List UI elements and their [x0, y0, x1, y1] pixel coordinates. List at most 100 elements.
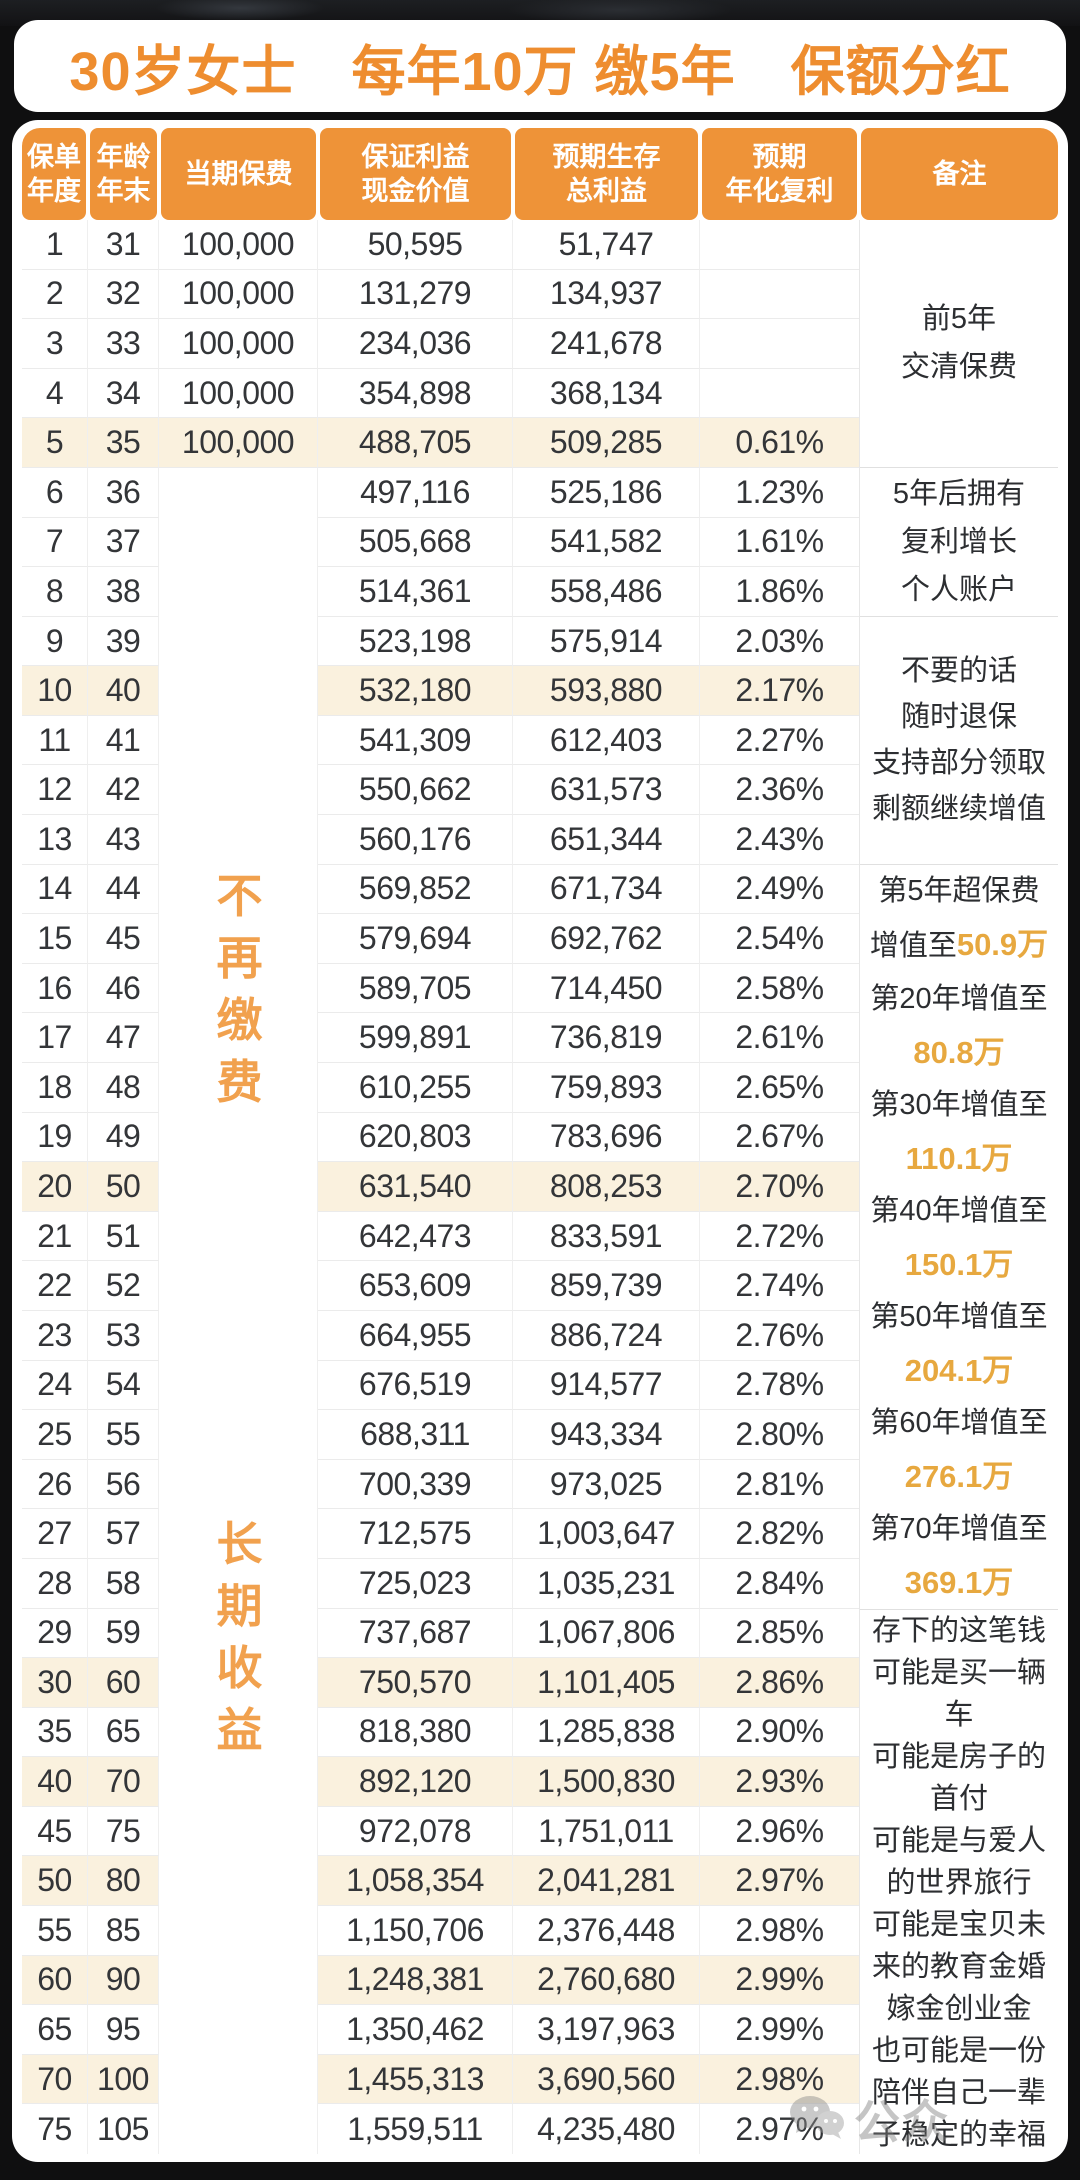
- cell-cash: 599,891: [318, 1013, 513, 1064]
- cell-cash: 1,150,706: [318, 1906, 513, 1956]
- cell-age: 59: [88, 1608, 159, 1659]
- cell-rate: 2.99%: [700, 2005, 859, 2055]
- cell-total: 1,751,011: [513, 1806, 700, 1857]
- cell-age: 37: [88, 517, 159, 568]
- cell-cash: 1,248,381: [318, 1955, 513, 2006]
- title-card: 30岁女士 每年10万 缴5年 保额分红: [14, 20, 1066, 112]
- cell-cash: 50,595: [318, 220, 513, 270]
- cell-cash: 620,803: [318, 1112, 513, 1163]
- cell-premium: [159, 467, 318, 518]
- header-cell-4-line-0: 预期生存: [552, 142, 661, 172]
- cell-year: 6: [22, 467, 88, 518]
- cell-premium: [159, 1360, 318, 1411]
- header-cell-5: 预期 年化复利: [702, 128, 857, 220]
- cell-total: 808,253: [513, 1162, 700, 1212]
- cell-rate: 0.61%: [700, 418, 859, 468]
- note-amount-highlight: 150.1万: [904, 1246, 1014, 1282]
- note-line: 存下的这笔钱: [872, 1610, 1046, 1652]
- note-line: 第60年增值至: [870, 1397, 1047, 1450]
- cell-age: 46: [88, 963, 159, 1014]
- cell-rate: 2.97%: [700, 1856, 859, 1907]
- cell-premium: [159, 1261, 318, 1311]
- cell-year: 45: [22, 1806, 88, 1857]
- cell-rate: 2.98%: [700, 2054, 859, 2105]
- note-text: 第50年增值至: [870, 1300, 1048, 1333]
- note-line: 可能是买一辆: [872, 1652, 1046, 1694]
- note-text: 也可能是一份: [871, 2034, 1046, 2067]
- cell-total: 833,591: [513, 1211, 700, 1262]
- cell-age: 100: [88, 2054, 159, 2105]
- header-cell-1: 年龄 年末: [90, 128, 157, 220]
- cell-total: 3,197,963: [513, 2005, 700, 2055]
- cell-year: 65: [22, 2005, 88, 2055]
- cell-premium: [159, 2005, 318, 2055]
- note-text: 支持部分领取: [871, 747, 1046, 780]
- cell-total: 241,678: [513, 319, 700, 369]
- cell-year: 17: [22, 1013, 88, 1064]
- cell-year: 60: [22, 1955, 88, 2006]
- header-cell-0-line-0: 保单: [27, 142, 81, 172]
- cell-year: 30: [22, 1658, 88, 1708]
- note-line: 剩额继续增值: [872, 786, 1046, 832]
- note-line: 随时退保: [901, 694, 1017, 740]
- cell-rate: 2.90%: [700, 1707, 859, 1758]
- cell-year: 11: [22, 715, 88, 766]
- cell-premium: [159, 1013, 318, 1064]
- cell-cash: 712,575: [318, 1509, 513, 1559]
- cell-cash: 354,898: [318, 368, 513, 419]
- cell-year: 19: [22, 1112, 88, 1163]
- cell-total: 692,762: [513, 914, 700, 964]
- cell-total: 525,186: [513, 467, 700, 518]
- cell-year: 29: [22, 1608, 88, 1659]
- table-grid: 1 31 100,000 50,595 51,747 2 32 100,000 131,279 1…: [22, 220, 859, 2154]
- cell-year: 14: [22, 864, 88, 915]
- cell-age: 60: [88, 1658, 159, 1708]
- note-line: 嫁金创业金: [886, 1988, 1031, 2030]
- cell-age: 38: [88, 567, 159, 617]
- cell-age: 48: [88, 1063, 159, 1113]
- cell-age: 105: [88, 2104, 159, 2154]
- cell-cash: 1,350,462: [318, 2005, 513, 2055]
- cell-rate: 2.98%: [700, 1906, 859, 1956]
- cell-premium: [159, 1658, 318, 1708]
- cell-year: 21: [22, 1211, 88, 1262]
- note-line: 增值至 50.9万: [870, 918, 1048, 973]
- cell-age: 41: [88, 715, 159, 766]
- note-line: 前5年: [922, 295, 996, 343]
- cell-year: 22: [22, 1261, 88, 1311]
- cell-age: 95: [88, 2005, 159, 2055]
- cell-total: 736,819: [513, 1013, 700, 1064]
- cell-age: 55: [88, 1410, 159, 1460]
- cell-year: 35: [22, 1707, 88, 1758]
- cell-age: 43: [88, 815, 159, 865]
- cell-age: 65: [88, 1707, 159, 1758]
- benefit-table-card: 保单 年度 年龄 年末 当期保费 保证利益 现金价值 预期生存 总利益 预期 年化复利 备注 1 31 1…: [12, 120, 1068, 2162]
- cell-cash: 610,255: [318, 1063, 513, 1113]
- cell-cash: 642,473: [318, 1211, 513, 1262]
- cell-total: 1,067,806: [513, 1608, 700, 1659]
- cell-year: 12: [22, 765, 88, 816]
- note-line: 可能是与爱人: [872, 1820, 1046, 1862]
- cell-age: 34: [88, 368, 159, 419]
- cell-age: 85: [88, 1906, 159, 1956]
- cell-premium: [159, 1211, 318, 1262]
- cell-year: 16: [22, 963, 88, 1014]
- cell-total: 612,403: [513, 715, 700, 766]
- cell-total: 651,344: [513, 815, 700, 865]
- cell-premium: [159, 1608, 318, 1659]
- note-text: 个人账户: [900, 573, 1017, 606]
- note-text: 第30年增值至: [870, 1088, 1048, 1121]
- cell-year: 3: [22, 319, 88, 369]
- cell-total: 759,893: [513, 1063, 700, 1113]
- cell-rate: 1.61%: [700, 517, 859, 568]
- table-header-row: 保单 年度 年龄 年末 当期保费 保证利益 现金价值 预期生存 总利益 预期 年化复利 备注: [22, 128, 1058, 220]
- cell-rate: 2.54%: [700, 914, 859, 964]
- note-text: 可能是房子的: [871, 1740, 1046, 1773]
- cell-rate: 2.76%: [700, 1310, 859, 1361]
- note-text: 不要的话: [900, 655, 1017, 688]
- notes-group-4: 存下的这笔钱 可能是买一辆车可能是房子的 首付 可能是与爱人 的世界旅行 可能是宝贝未 来的…: [860, 1610, 1058, 2156]
- cell-premium: [159, 765, 318, 816]
- cell-premium: [159, 815, 318, 865]
- cell-premium: [159, 1063, 318, 1113]
- note-text: 第40年增值至: [870, 1194, 1048, 1227]
